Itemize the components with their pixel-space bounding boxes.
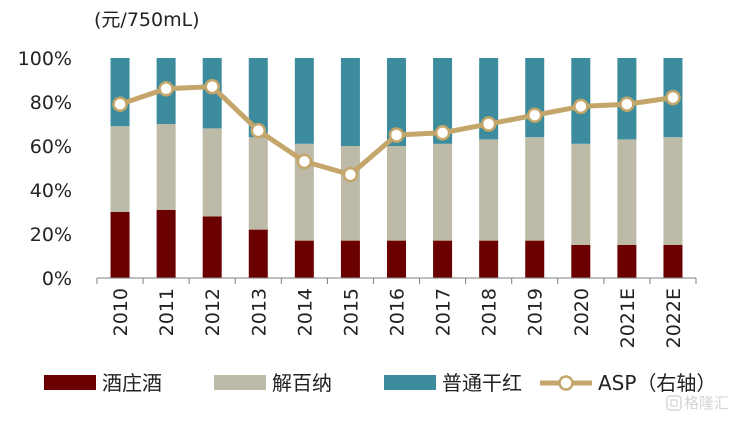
bar-series <box>110 58 683 278</box>
x-tick-label: 2017 <box>433 288 455 336</box>
legend-swatch-1 <box>214 375 266 390</box>
bar-cabernet-2019 <box>525 137 545 241</box>
y-tick-label: 80% <box>30 92 72 114</box>
y-tick-label: 40% <box>30 180 72 202</box>
asp-point-2014 <box>296 153 313 170</box>
y-tick-label: 20% <box>30 224 72 246</box>
x-tick-label: 2022E <box>663 288 685 348</box>
bar-cabernet-2020 <box>571 143 591 245</box>
bar-cabernet-2012 <box>202 128 222 217</box>
asp-point-2012 <box>204 78 220 95</box>
x-axis-ticks: 2010 2011 2012 2013 2014 2015 2016 2017 2018 2019… <box>96 278 697 348</box>
legend-label-0: 酒庄酒 <box>102 371 162 395</box>
bar-dry-red-2019 <box>525 58 545 138</box>
bar-winery-2018 <box>479 240 499 278</box>
bar-winery-2013 <box>248 229 268 278</box>
bar-winery-2014 <box>294 240 314 278</box>
legend-swatch-marker <box>558 375 574 391</box>
asp-point-2018 <box>480 116 497 132</box>
x-tick-label: 2018 <box>479 288 501 336</box>
bar-winery-2011 <box>156 209 176 278</box>
bar-winery-2015 <box>340 240 360 278</box>
x-tick-label: 2012 <box>202 288 224 336</box>
bar-winery-2019 <box>525 240 545 278</box>
asp-point-2017 <box>434 125 451 141</box>
x-tick-label: 2014 <box>294 288 316 336</box>
bar-cabernet-2013 <box>248 137 268 230</box>
bar-winery-2017 <box>433 240 453 278</box>
bar-cabernet-2017 <box>433 143 453 241</box>
y-tick-label: 100% <box>18 48 72 70</box>
bar-cabernet-2022E <box>663 137 683 245</box>
x-tick-label: 2021E <box>617 288 639 348</box>
bar-dry-red-2014 <box>294 58 314 144</box>
y-tick-label: 60% <box>30 136 72 158</box>
y-axis-ticks: 100% 80% 60% 40% 20% 0% <box>18 48 72 290</box>
asp-point-2016 <box>388 127 405 143</box>
asp-point-2013 <box>250 122 267 139</box>
x-tick-label: 2015 <box>340 288 362 336</box>
bar-winery-2021E <box>617 245 637 278</box>
bar-winery-2022E <box>663 245 683 278</box>
x-tick-label: 2010 <box>110 288 132 336</box>
watermark-text: 格隆汇 <box>684 394 729 412</box>
asp-point-2022E <box>665 89 681 106</box>
asp-point-2011 <box>158 81 174 97</box>
legend: 酒庄酒 解百纳 普通干红 ASP（右轴） <box>44 371 716 395</box>
asp-point-2020 <box>573 98 589 115</box>
x-tick-label: 2013 <box>248 288 270 336</box>
legend-label-2: 普通干红 <box>442 371 522 395</box>
bar-cabernet-2021E <box>617 139 637 245</box>
x-tick-label: 2019 <box>525 288 547 336</box>
x-tick-label: 2016 <box>387 288 409 336</box>
asp-point-2021E <box>619 96 635 112</box>
unit-label: (元/750mL) <box>94 9 200 31</box>
bar-cabernet-2015 <box>340 146 360 241</box>
asp-point-2010 <box>112 96 128 112</box>
asp-line-series <box>112 78 681 183</box>
y-tick-label: 0% <box>42 268 72 290</box>
bar-cabernet-2018 <box>479 139 499 241</box>
bar-dry-red-2010 <box>110 58 130 127</box>
asp-point-2019 <box>526 107 543 123</box>
asp-point-2015 <box>342 166 359 183</box>
x-tick-label: 2020 <box>571 288 593 336</box>
bar-cabernet-2011 <box>156 124 176 210</box>
bar-cabernet-2010 <box>110 126 130 212</box>
legend-label-1: 解百纳 <box>272 371 332 395</box>
bar-winery-2020 <box>571 245 591 278</box>
bar-cabernet-2016 <box>387 146 406 241</box>
bar-winery-2010 <box>110 212 130 278</box>
watermark-logo-mark <box>670 399 678 407</box>
legend-label-3: ASP（右轴） <box>598 371 716 395</box>
watermark: 格隆汇 <box>666 394 729 412</box>
legend-swatch-0 <box>44 375 96 390</box>
legend-swatch-2 <box>384 375 436 390</box>
bar-dry-red-2017 <box>433 58 453 144</box>
watermark-logo-icon <box>666 395 682 411</box>
bar-dry-red-2013 <box>248 58 268 138</box>
bar-winery-2012 <box>202 216 222 278</box>
bar-winery-2016 <box>387 240 406 278</box>
x-tick-label: 2011 <box>156 288 178 336</box>
bar-cabernet-2014 <box>294 143 314 241</box>
bar-dry-red-2016 <box>387 58 406 146</box>
bar-dry-red-2015 <box>340 58 360 146</box>
